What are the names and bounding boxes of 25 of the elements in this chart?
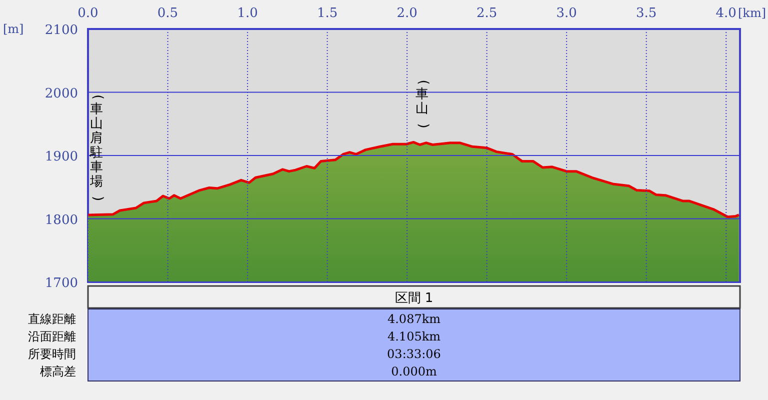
y-tick-label: 1800 (44, 212, 78, 228)
text: 0.000m (391, 364, 438, 378)
text: 03:33:06 (387, 347, 441, 361)
x-axis-title: [km] (738, 6, 766, 20)
x-tick-label: 2.0 (396, 6, 418, 21)
text: 沿面距離 (28, 330, 76, 344)
text: 区間 1 (394, 291, 434, 306)
y-tick-label: 1900 (44, 150, 78, 164)
text: 所要時間 (28, 347, 76, 361)
x-tick-label: 1.0 (237, 6, 258, 21)
text: 直線距離 (28, 312, 76, 326)
y-tick-label: 2100 (44, 23, 78, 38)
x-tick-label: 0.0 (78, 6, 98, 21)
y-axis-title: [m] (3, 22, 24, 36)
x-tick-label: 1.5 (316, 6, 338, 21)
x-tick-label: 0.5 (157, 6, 178, 21)
x-tick-label: 2.5 (476, 6, 498, 21)
x-tick-label: 3.5 (636, 6, 657, 21)
text: 4.087km (387, 312, 442, 326)
y-tick-label: 2000 (44, 86, 78, 102)
text: 標高差 (40, 364, 76, 378)
x-tick-label: 3.0 (556, 6, 577, 21)
y-tick-label: 1700 (44, 276, 78, 291)
x-tick-label: 4.0 (716, 6, 736, 21)
text: 4.105km (387, 330, 442, 344)
